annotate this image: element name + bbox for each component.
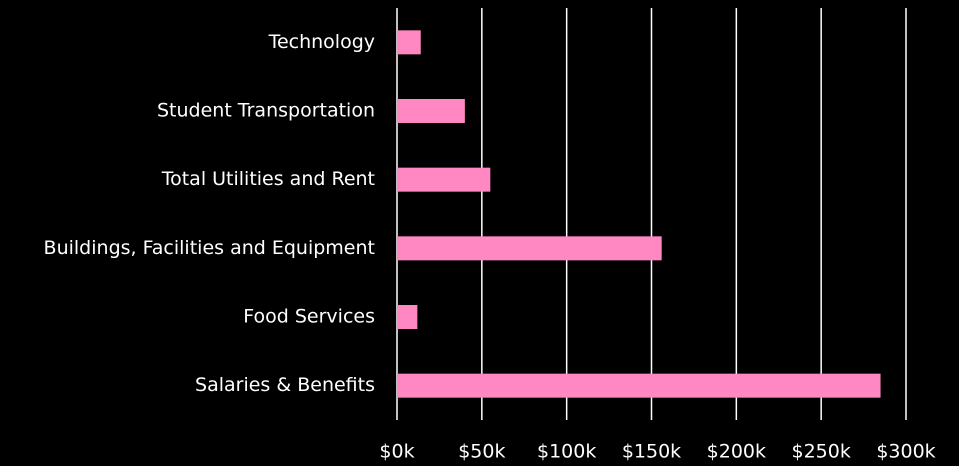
y-tick-label: Buildings, Facilities and Equipment <box>44 237 375 259</box>
x-tick-label: $200k <box>707 441 766 463</box>
bar <box>397 305 418 329</box>
y-tick-label: Salaries & Benefits <box>195 374 375 396</box>
x-tick-label: $100k <box>537 441 596 463</box>
y-tick-label: Food Services <box>243 306 375 328</box>
bar <box>397 167 491 192</box>
x-tick-label: $50k <box>458 441 505 463</box>
y-tick-label: Student Transportation <box>157 100 375 122</box>
bar <box>397 30 421 55</box>
x-tick-label: $250k <box>791 441 850 463</box>
x-tick-label: $300k <box>876 441 935 463</box>
bar <box>397 373 881 398</box>
bar <box>397 236 662 261</box>
x-tick-label: $0k <box>379 441 414 463</box>
x-tick-label: $150k <box>622 441 681 463</box>
y-tick-label: Total Utilities and Rent <box>161 168 375 190</box>
bar <box>397 99 465 123</box>
y-tick-label: Technology <box>268 31 375 53</box>
